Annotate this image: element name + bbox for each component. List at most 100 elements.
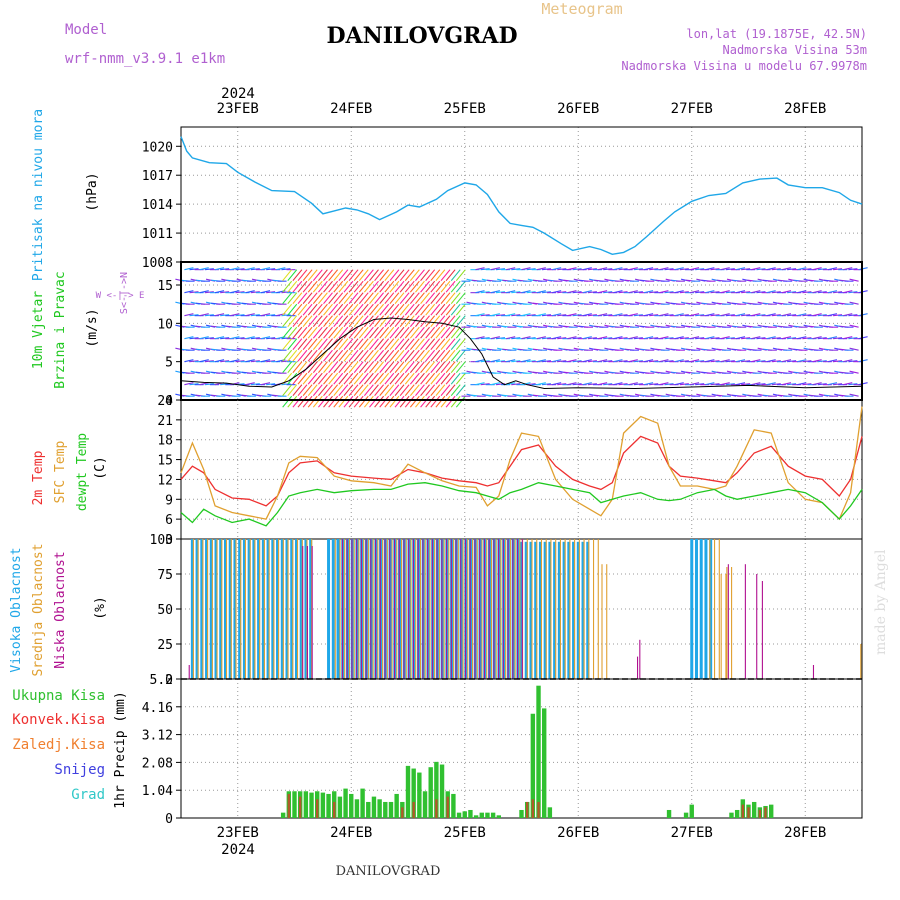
wind-barb	[455, 338, 466, 351]
wind-barb	[384, 361, 395, 374]
cloud-mid-bar	[462, 539, 464, 679]
x-tick-label-top: 24FEB	[330, 101, 372, 117]
wind-barb	[766, 336, 776, 340]
wind-barb	[679, 314, 689, 317]
wind-barb	[849, 324, 859, 328]
wind-barb	[435, 384, 446, 397]
precip-total-bar	[451, 793, 456, 818]
wind-barb	[643, 290, 654, 294]
wind-barb	[266, 383, 276, 386]
wind-barb	[235, 291, 245, 294]
wind-barb	[445, 326, 456, 339]
y-tick-label: 3	[165, 533, 173, 548]
wind-barb	[679, 291, 689, 294]
wind-barb	[235, 360, 245, 363]
wind-barb	[797, 313, 807, 317]
cloud-low-bar	[341, 539, 343, 679]
cloud-mid-bar	[500, 539, 502, 679]
wind-barb	[245, 267, 255, 271]
wind-barb	[725, 314, 735, 317]
precip-total-bar	[388, 801, 394, 818]
wind-barb	[317, 303, 328, 316]
wind-barb	[282, 292, 293, 305]
wind-barb	[287, 315, 298, 328]
wind-barb	[649, 314, 659, 317]
wind-barb	[363, 372, 374, 385]
wind-barb	[781, 359, 792, 363]
cloud-low-bar	[483, 539, 485, 679]
wind-barb	[526, 337, 536, 340]
temp-sfc-series-line	[180, 406, 863, 521]
wind-barb	[435, 292, 446, 305]
wind-barb	[674, 336, 684, 340]
cloud-low-bar	[346, 539, 348, 679]
wind-barb	[440, 326, 451, 339]
wind-barb	[450, 361, 461, 374]
wind-barb	[333, 372, 344, 385]
wind-barb	[323, 292, 333, 305]
wind-barb	[435, 338, 446, 351]
wind-barb	[323, 326, 333, 339]
wind-barb	[664, 360, 674, 363]
wind-barb	[541, 360, 551, 363]
wind-barb	[618, 383, 628, 386]
wind-barb	[333, 292, 344, 305]
wind-barb	[297, 280, 308, 293]
wind-barb	[358, 349, 369, 362]
wind-barb	[572, 383, 582, 386]
wind-barb	[307, 338, 318, 351]
cloud-mid-bar	[606, 564, 608, 679]
wind-barb	[312, 303, 323, 316]
cloud-high-bar	[576, 541, 580, 679]
wind-barb	[328, 361, 339, 374]
cloud-high-bar	[331, 539, 335, 679]
wind-barb	[323, 372, 333, 385]
wind-barb	[323, 269, 333, 282]
wind-barb	[430, 372, 441, 385]
wind-barb	[292, 315, 303, 328]
y-tick-label: 0	[165, 673, 173, 688]
wind-barb	[230, 336, 240, 340]
wind-barb	[741, 268, 751, 271]
cloud-low-bar	[455, 539, 457, 679]
wind-barb	[643, 359, 654, 363]
precip-total-bar	[769, 804, 774, 818]
wind-barb	[369, 349, 379, 362]
cloud-high-bar	[520, 541, 523, 679]
wind-barb	[343, 361, 354, 374]
wind-barb	[374, 349, 385, 362]
cloud-mid-bar	[592, 539, 595, 679]
wind-barb	[369, 338, 379, 351]
wind-barb	[720, 382, 730, 386]
precip-convective-bar	[401, 807, 404, 818]
wind-barb	[348, 349, 359, 362]
wind-barb	[343, 303, 354, 316]
cloud-mid-bar	[574, 539, 576, 679]
wind-barb	[827, 267, 838, 271]
cloud-mid-bar	[443, 539, 445, 679]
wind-barb	[338, 303, 349, 316]
wind-barb	[521, 336, 531, 340]
wind-barb	[333, 349, 344, 362]
wind-barb	[771, 291, 781, 294]
x-axis-top: 23FEB 24FEB 25FEB 26FEB 27FEB 28FEB	[217, 101, 827, 117]
wind-barb	[720, 290, 730, 294]
cloud-mid-bar	[400, 539, 403, 679]
wind-barb	[511, 337, 521, 340]
wind-barb	[843, 313, 853, 317]
wind-barb	[455, 315, 466, 328]
wind-barb	[220, 360, 230, 363]
wind-barb	[659, 267, 669, 271]
wind-barb	[374, 269, 385, 282]
wind-barb	[440, 395, 451, 408]
wind-barb	[827, 359, 838, 363]
cloud-low-bar	[479, 539, 481, 679]
wind-barb	[480, 314, 490, 317]
y-tick-label: 15	[157, 454, 173, 469]
wind-barb	[858, 313, 868, 317]
cloud-mid-bar	[287, 539, 289, 679]
wind-barb	[409, 384, 420, 397]
wind-barb	[567, 290, 577, 294]
cloud-mid-bar	[486, 539, 488, 679]
wind-barb	[827, 313, 838, 317]
